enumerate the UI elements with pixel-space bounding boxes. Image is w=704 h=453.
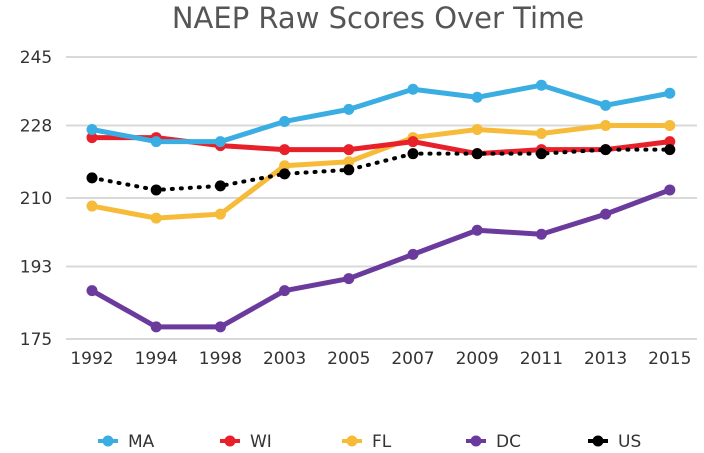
x-tick-label: 1992 — [70, 349, 113, 369]
legend-label: US — [618, 432, 641, 452]
y-tick-label: 193 — [20, 257, 52, 277]
legend-swatch-marker — [346, 435, 358, 447]
series-fl — [86, 119, 676, 224]
data-point — [150, 321, 162, 333]
y-tick-label: 210 — [20, 189, 52, 209]
data-point — [600, 144, 612, 156]
data-point — [664, 87, 676, 99]
data-point — [407, 136, 419, 148]
data-point — [407, 83, 419, 95]
data-point — [343, 156, 355, 168]
y-tick-label: 175 — [20, 330, 52, 350]
y-axis-ticks: 245 228 210 193 175 — [20, 48, 52, 350]
x-axis-ticks: 1992 1994 1998 2003 2005 2007 2009 2011 2013 2015 — [70, 349, 691, 369]
x-tick-label: 1998 — [199, 349, 242, 369]
data-point — [535, 128, 547, 140]
data-point — [471, 91, 483, 103]
legend-item-ma: MA — [98, 432, 155, 452]
x-tick-label: 2005 — [327, 349, 370, 369]
legend-label: DC — [496, 432, 521, 452]
y-tick-label: 228 — [20, 116, 52, 136]
data-point — [600, 99, 612, 111]
data-point — [343, 273, 355, 285]
data-point — [471, 148, 483, 160]
data-point — [279, 115, 291, 127]
x-tick-label: 2009 — [456, 349, 499, 369]
data-point — [150, 212, 162, 224]
data-point — [86, 200, 98, 212]
data-point — [343, 164, 355, 176]
data-point — [535, 228, 547, 240]
x-tick-label: 1994 — [135, 349, 178, 369]
data-point — [150, 136, 162, 148]
legend-swatch-marker — [470, 435, 482, 447]
data-point — [664, 184, 676, 196]
chart-title: NAEP Raw Scores Over Time — [172, 1, 584, 35]
series-group — [86, 79, 676, 333]
data-point — [535, 148, 547, 160]
x-tick-label: 2003 — [263, 349, 306, 369]
legend-label: MA — [128, 432, 155, 452]
data-point — [407, 248, 419, 260]
series-wi — [86, 132, 676, 160]
data-point — [86, 124, 98, 136]
series-line — [89, 82, 673, 145]
x-tick-label: 2007 — [391, 349, 434, 369]
legend-item-us: US — [588, 432, 641, 452]
x-tick-label: 2015 — [648, 349, 691, 369]
data-point — [471, 124, 483, 136]
x-tick-label: 2011 — [520, 349, 563, 369]
data-point — [600, 119, 612, 131]
data-point — [214, 321, 226, 333]
data-point — [279, 168, 291, 180]
series-line — [89, 122, 673, 221]
data-point — [150, 184, 162, 196]
data-point — [471, 224, 483, 236]
legend: MA WI FL DC US — [98, 432, 641, 452]
legend-item-fl: FL — [342, 432, 392, 452]
legend-swatch-marker — [102, 435, 114, 447]
series-ma — [86, 79, 676, 148]
legend-label: WI — [250, 432, 272, 452]
legend-swatch-marker — [224, 435, 236, 447]
legend-label: FL — [372, 432, 392, 452]
data-point — [86, 132, 98, 144]
legend-item-wi: WI — [220, 432, 272, 452]
x-tick-label: 2013 — [584, 349, 627, 369]
series-line — [90, 147, 672, 192]
data-point — [214, 180, 226, 192]
legend-swatch-marker — [592, 435, 604, 447]
data-point — [343, 103, 355, 115]
y-tick-label: 245 — [20, 48, 52, 68]
data-point — [664, 136, 676, 148]
data-point — [664, 119, 676, 131]
series-line — [89, 187, 673, 330]
data-point — [214, 208, 226, 220]
series-us — [86, 144, 676, 196]
data-point — [407, 148, 419, 160]
data-point — [535, 79, 547, 91]
data-point — [279, 285, 291, 297]
series-dc — [86, 184, 676, 333]
data-point — [600, 208, 612, 220]
data-point — [86, 285, 98, 297]
data-point — [279, 160, 291, 172]
data-point — [664, 144, 676, 156]
data-point — [343, 144, 355, 156]
data-point — [86, 172, 98, 184]
data-point — [279, 144, 291, 156]
legend-item-dc: DC — [466, 432, 521, 452]
data-point — [214, 136, 226, 148]
